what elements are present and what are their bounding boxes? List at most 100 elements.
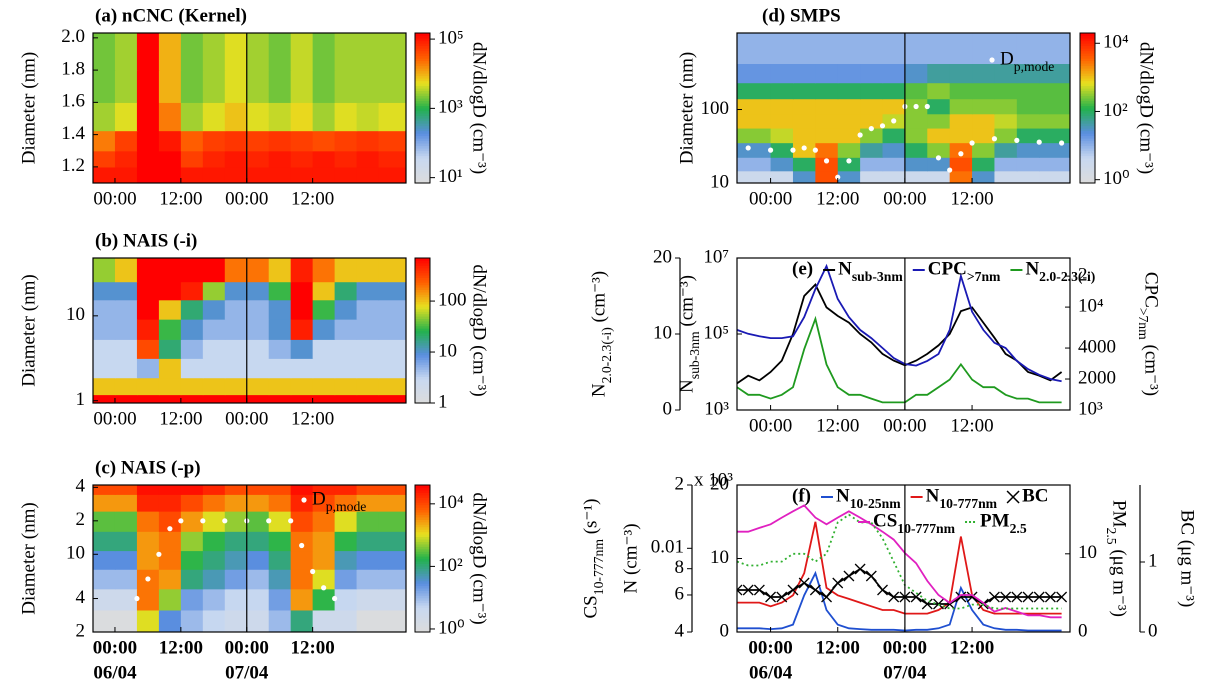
colorbar-slice <box>415 516 430 520</box>
heatmap-cell <box>246 609 270 632</box>
colorbar-slice <box>415 125 430 129</box>
heatmap-cell <box>224 281 248 301</box>
colorbar-slice <box>415 543 430 547</box>
mode-point <box>156 551 162 557</box>
colorbar-slice <box>415 270 430 274</box>
heatmap-cell <box>114 485 138 495</box>
colorbar-slice <box>1080 98 1095 102</box>
plot-area <box>737 263 1063 404</box>
mode-point <box>299 542 305 549</box>
colorbar-slice <box>1080 43 1095 47</box>
y-tick-label: 0.01 <box>651 537 684 558</box>
plot-frame <box>92 484 407 633</box>
colorbar-slice <box>415 53 430 57</box>
y-axis-label: Diameter (nm) <box>18 274 39 386</box>
heatmap-cell <box>770 63 794 84</box>
colorbar-slice <box>415 499 430 503</box>
colorbar-slice <box>415 48 430 52</box>
y-tick-label: 10 <box>653 322 672 343</box>
colorbar-slice <box>1080 70 1095 74</box>
mode-point <box>879 123 886 129</box>
heatmap-cell <box>224 166 248 183</box>
heatmap-cell <box>1016 157 1040 172</box>
colorbar-slice <box>1080 173 1095 177</box>
heatmap-cell <box>268 70 292 103</box>
colorbar-slice <box>415 130 430 134</box>
colorbar-slice <box>415 299 430 303</box>
series-marker <box>742 584 754 596</box>
heatmap-cell <box>312 166 336 183</box>
heatmap-cell <box>860 157 884 172</box>
heatmap-cell <box>93 511 116 532</box>
colorbar-slice <box>1080 35 1095 39</box>
heatmap-cell <box>334 130 358 152</box>
heatmap-cell <box>882 170 906 183</box>
colorbar-slice <box>415 595 430 599</box>
heatmap-cell <box>312 319 336 340</box>
heatmap-cell <box>378 258 406 283</box>
heatmap-cell <box>158 377 182 396</box>
heatmap-cell <box>268 358 292 379</box>
heatmap-cell <box>927 157 951 172</box>
y-tick-label: 4 <box>675 620 685 641</box>
colorbar-slice <box>415 398 430 402</box>
heatmap-cell <box>202 130 226 152</box>
heatmap-cell <box>356 609 380 632</box>
heatmap-cell <box>246 511 270 532</box>
colorbar-tick-label: 10⁴ <box>438 492 464 513</box>
heatmap-cell <box>158 319 182 340</box>
colorbar-slice <box>415 575 430 579</box>
heatmap-cell <box>312 569 336 590</box>
colorbar-slice <box>1080 143 1095 147</box>
x-date-label: 07/04 <box>225 662 269 683</box>
colorbar-slice <box>1080 83 1095 87</box>
colorbar-slice <box>1080 95 1095 99</box>
heatmap-cell <box>312 609 336 632</box>
colorbar-slice <box>415 80 430 84</box>
heatmap-cell <box>93 588 116 611</box>
heatmap-cell <box>837 33 861 65</box>
colorbar-slice <box>415 531 430 535</box>
colorbar-slice <box>415 590 430 594</box>
heatmap-cell <box>860 170 884 183</box>
colorbar-slice <box>415 135 430 139</box>
heatmap-cell <box>246 531 270 552</box>
panel-title: (b) NAIS (-i) <box>95 230 197 251</box>
colorbar-slice <box>415 316 430 320</box>
series-marker <box>865 570 877 582</box>
heatmap-cell <box>356 33 380 71</box>
y-axis-label: CS10-777nm (s⁻¹) <box>580 499 605 619</box>
y-axis-label: N (cm⁻³) <box>620 523 641 593</box>
y-tick-label: 10³ <box>1078 398 1103 419</box>
subscript: >7nm <box>1136 308 1151 340</box>
x-tick-label: 00:00 <box>883 415 926 436</box>
colorbar-slice <box>1080 50 1095 54</box>
colorbar-tick-label: 1 <box>438 391 448 412</box>
legend-label: PM2.5 <box>980 510 1027 535</box>
colorbar-slice <box>415 492 430 496</box>
heatmap-cell <box>356 258 380 283</box>
plot-frame <box>736 484 1071 633</box>
heatmap-cell <box>378 609 406 632</box>
heatmap-cell <box>136 339 160 359</box>
plot-area <box>737 504 1068 632</box>
x-tick-label: 12:00 <box>291 408 334 429</box>
colorbar-slice <box>415 400 430 404</box>
heatmap-cell <box>290 494 314 512</box>
heatmap-cell <box>378 150 406 168</box>
heatmap-cell <box>770 170 794 183</box>
colorbar-slice <box>415 313 430 317</box>
heatmap-cell <box>114 609 138 632</box>
colorbar-slice <box>415 155 430 159</box>
heatmap-cell <box>378 531 406 552</box>
colorbar-slice <box>415 65 430 69</box>
colorbar-slice <box>415 284 430 288</box>
colorbar-slice <box>415 597 430 601</box>
heatmap-cell <box>837 157 861 172</box>
x-date-label: 07/04 <box>883 662 927 683</box>
heatmap-cell <box>312 150 336 168</box>
heatmap-cell <box>949 127 973 144</box>
colorbar-slice <box>415 511 430 515</box>
heatmap-cell <box>224 569 248 590</box>
subscript: 10-777nm <box>939 496 997 511</box>
